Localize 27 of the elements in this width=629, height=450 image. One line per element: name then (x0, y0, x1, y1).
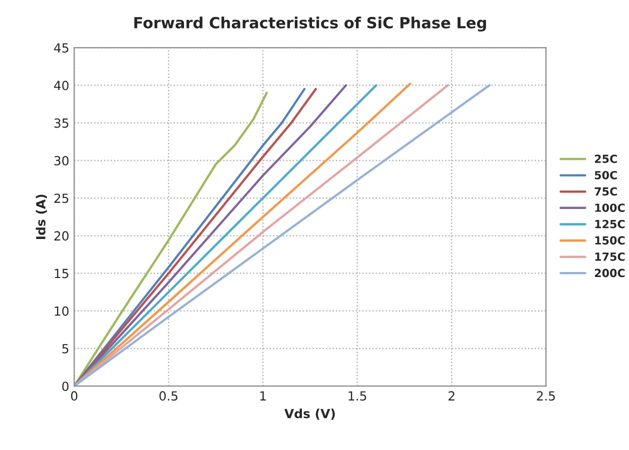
y-tick-label: 20 (54, 231, 69, 241)
legend-label: 25C (594, 154, 617, 164)
y-tick-label: 35 (54, 118, 68, 128)
x-tick-label: 1 (260, 391, 266, 400)
x-tick-label: 0 (71, 391, 78, 401)
y-axis-title: Ids (A) (36, 194, 47, 239)
y-tick-label: 10 (54, 306, 69, 316)
y-tick-label: 40 (54, 80, 69, 90)
x-axis-title: Vds (V) (284, 408, 335, 420)
y-tick-label: 25 (54, 194, 68, 204)
y-tick-label: 15 (54, 268, 68, 278)
x-tick-label: 0.5 (159, 391, 178, 401)
y-tick-label: 45 (54, 43, 68, 53)
chart-title: Forward Characteristics of SiC Phase Leg (134, 16, 486, 32)
y-tick-label: 30 (54, 156, 69, 166)
x-tick-label: 2 (448, 391, 454, 400)
legend-label: 75C (594, 187, 617, 196)
y-tick-label: 5 (62, 344, 68, 354)
legend-label: 100C (595, 204, 625, 212)
legend-label: 200C (594, 268, 625, 278)
x-tick-label: 1.5 (348, 391, 366, 401)
x-tick-label: 2.5 (536, 391, 555, 401)
legend-label: 175C (595, 252, 625, 261)
legend-label: 125C (595, 220, 625, 228)
y-tick-label: 0 (62, 382, 69, 392)
legend-label: 50C (594, 170, 617, 180)
legend-label: 150C (595, 236, 625, 245)
